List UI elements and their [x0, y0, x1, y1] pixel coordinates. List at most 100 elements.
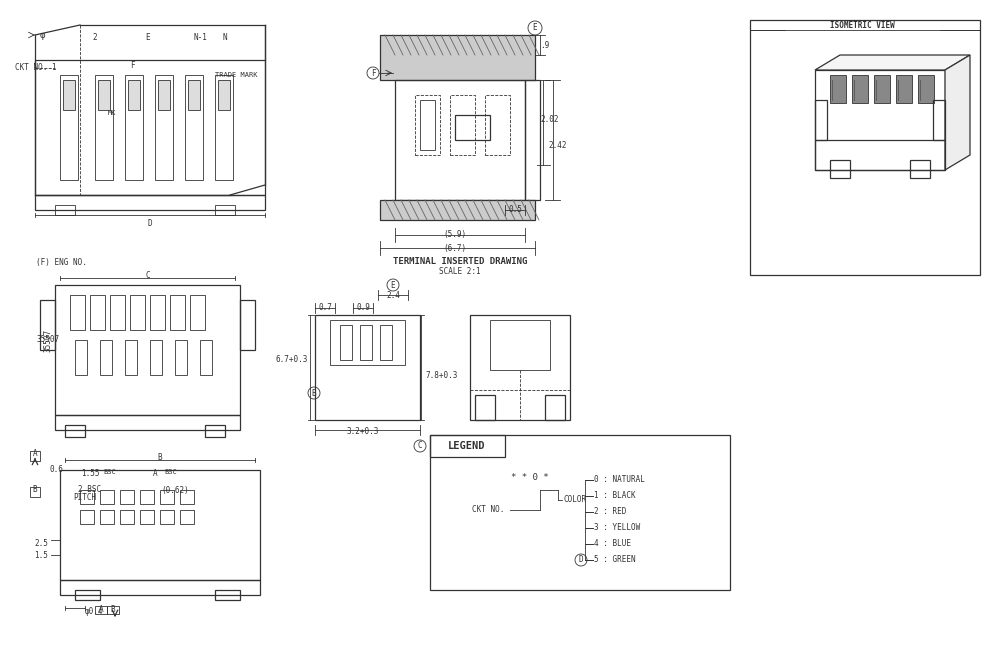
Bar: [175, 340, 187, 375]
Text: .9: .9: [540, 40, 549, 49]
Bar: [933, 100, 945, 140]
Text: C: C: [146, 271, 150, 279]
Text: 0.9: 0.9: [356, 303, 370, 312]
Bar: [180, 510, 194, 524]
Text: φ: φ: [40, 31, 46, 40]
Text: (0.62): (0.62): [161, 486, 189, 495]
Bar: [150, 295, 165, 330]
Text: B: B: [157, 452, 162, 462]
Bar: [330, 320, 405, 365]
Text: 35507: 35507: [37, 335, 59, 344]
Text: BSC: BSC: [164, 469, 177, 475]
Text: N-1: N-1: [193, 33, 207, 42]
Bar: [188, 80, 200, 110]
Text: E: E: [391, 281, 395, 290]
Bar: [218, 80, 230, 110]
Bar: [830, 160, 850, 178]
Bar: [150, 340, 162, 375]
Bar: [185, 75, 203, 180]
Text: F: F: [370, 68, 375, 77]
Bar: [63, 80, 75, 110]
Text: COLOR: COLOR: [563, 495, 586, 505]
Bar: [55, 415, 240, 430]
Text: 2.5: 2.5: [34, 538, 48, 547]
Polygon shape: [945, 55, 970, 170]
Bar: [485, 95, 510, 155]
Bar: [205, 425, 225, 437]
Bar: [65, 425, 85, 437]
Bar: [130, 295, 145, 330]
Text: 2.02: 2.02: [540, 115, 558, 124]
Polygon shape: [815, 55, 970, 70]
Bar: [140, 510, 154, 524]
Bar: [525, 80, 540, 200]
Bar: [830, 75, 846, 103]
Text: 2 : RED: 2 : RED: [594, 508, 627, 516]
Text: TERMINAL INSERTED DRAWING: TERMINAL INSERTED DRAWING: [393, 258, 528, 266]
Bar: [60, 75, 78, 180]
Bar: [95, 75, 113, 180]
Bar: [30, 451, 40, 461]
Text: 1 : BLACK: 1 : BLACK: [594, 492, 636, 501]
Bar: [55, 205, 75, 215]
Bar: [340, 325, 352, 360]
Bar: [315, 315, 420, 420]
Text: ISOMETRIC VIEW: ISOMETRIC VIEW: [830, 20, 894, 29]
Bar: [160, 510, 174, 524]
Bar: [107, 606, 119, 614]
Text: 5 : GREEN: 5 : GREEN: [594, 555, 636, 564]
Bar: [190, 295, 205, 330]
Bar: [95, 606, 107, 614]
Bar: [896, 75, 912, 103]
Text: 3.2+0.3: 3.2+0.3: [346, 428, 379, 437]
Text: N: N: [223, 33, 228, 42]
Bar: [910, 160, 930, 178]
Text: 2.4: 2.4: [386, 290, 400, 299]
Bar: [120, 490, 134, 504]
Text: PITCH: PITCH: [73, 493, 97, 501]
Bar: [852, 75, 868, 103]
Text: D: D: [579, 555, 583, 564]
Bar: [420, 100, 435, 150]
Text: A: A: [99, 605, 103, 615]
Text: (6.7): (6.7): [444, 243, 466, 253]
Bar: [60, 470, 260, 580]
Text: A: A: [33, 449, 38, 458]
Text: 0.7: 0.7: [318, 303, 332, 312]
Bar: [125, 340, 137, 375]
Text: 6.7+0.3: 6.7+0.3: [275, 355, 308, 365]
Bar: [240, 300, 255, 350]
Bar: [874, 75, 890, 103]
Bar: [430, 435, 730, 590]
Text: B: B: [312, 389, 317, 398]
Text: F: F: [130, 61, 135, 70]
Text: BSC: BSC: [103, 469, 116, 475]
Text: 3 : YELLOW: 3 : YELLOW: [594, 523, 641, 533]
Bar: [55, 285, 240, 415]
Bar: [450, 95, 475, 155]
Bar: [170, 295, 185, 330]
Bar: [200, 340, 212, 375]
Bar: [80, 490, 94, 504]
Bar: [75, 590, 100, 600]
Bar: [140, 490, 154, 504]
Bar: [455, 115, 490, 140]
Bar: [75, 340, 87, 375]
Bar: [380, 325, 392, 360]
Bar: [360, 325, 372, 360]
Bar: [215, 590, 240, 600]
Text: MK: MK: [108, 110, 117, 116]
Text: 2 BSC: 2 BSC: [78, 486, 102, 495]
Bar: [180, 490, 194, 504]
Bar: [98, 80, 110, 110]
Bar: [110, 295, 125, 330]
Bar: [100, 340, 112, 375]
Text: 4 : BLUE: 4 : BLUE: [594, 540, 631, 549]
Text: φ0.4: φ0.4: [85, 607, 104, 616]
Bar: [470, 315, 570, 420]
Bar: [815, 140, 945, 170]
Text: (5.9): (5.9): [444, 230, 466, 240]
Bar: [128, 80, 140, 110]
Text: D: D: [148, 219, 152, 227]
Bar: [70, 295, 85, 330]
